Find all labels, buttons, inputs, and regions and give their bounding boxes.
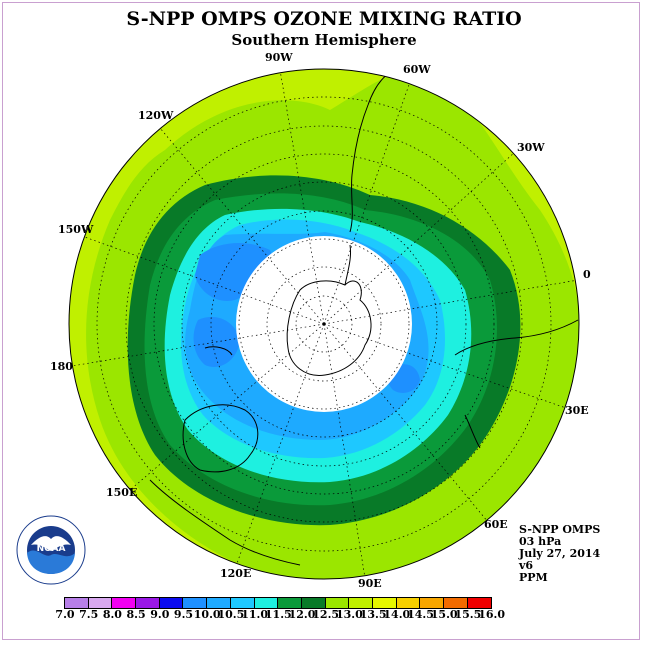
- colorbar-swatch: [183, 598, 208, 608]
- lon-label-30w: 30W: [517, 141, 545, 154]
- colorbar-tick-label: 8.0: [102, 608, 122, 621]
- colorbar-swatch: [396, 598, 421, 608]
- colorbar-swatch: [65, 598, 89, 608]
- colorbar-tick-label: 7.5: [79, 608, 99, 621]
- lon-label-90w: 90W: [265, 51, 293, 64]
- coastlines: [149, 69, 579, 566]
- svg-text:NOAA: NOAA: [37, 544, 66, 554]
- lon-label-30e: 30E: [565, 404, 589, 417]
- colorbar-tick-label: 13.0: [335, 608, 363, 621]
- lon-label-120w: 120W: [138, 109, 174, 122]
- noaa-logo: NOAA: [16, 515, 86, 585]
- colorbar-ticks: 7.0 7.5 8.0 8.5 9.0 9.5 10.0 10.5 11.0 11.5 12.0 12…: [54, 608, 614, 622]
- info-date: July 27, 2014: [519, 547, 601, 560]
- colorbar-tick-label: 14.0: [383, 608, 411, 621]
- latitude-grid: [96, 96, 552, 552]
- colorbar-tick-label: 9.5: [173, 608, 194, 621]
- globe-outline: [68, 68, 580, 580]
- colorbar-swatch: [444, 598, 468, 608]
- colorbar-tick-label: 10.5: [217, 608, 245, 621]
- info-panel: S-NPP OMPS 03 hPa July 27, 2014 v6 PPM: [519, 524, 600, 584]
- colorbar-tick-label: 10.0: [193, 608, 221, 621]
- colorbar-swatch: [325, 598, 350, 608]
- colorbar-swatch: [301, 598, 326, 608]
- south-pole-marker: [322, 322, 326, 326]
- lon-label-60e: 60E: [484, 518, 508, 531]
- colorbar-swatch: [420, 598, 444, 608]
- longitude-grid: [71, 69, 579, 579]
- colorbar-swatch: [349, 598, 373, 608]
- colorbar-tick-label: 11.5: [264, 608, 292, 621]
- map-frame: [2, 2, 640, 640]
- lon-label-150w: 150W: [58, 223, 94, 236]
- colorbar-swatch: [112, 598, 137, 608]
- colorbar-tick-label: 9.0: [150, 608, 170, 621]
- longitude-labels: 90W 60W 30W 0 30E 60E 90E 120E 150E 180 …: [50, 51, 591, 590]
- colorbar-tick-label: 12.5: [312, 608, 340, 621]
- colorbar-tick-label: 8.5: [126, 608, 146, 621]
- info-level: 03 hPa: [519, 535, 562, 548]
- page-title: S-NPP OMPS OZONE MIXING RATIO: [126, 8, 522, 30]
- lon-label-150e: 150E: [106, 486, 137, 499]
- colorbar-swatch: [278, 598, 302, 608]
- colorbar-swatch: [136, 598, 160, 608]
- info-instrument: S-NPP OMPS: [519, 523, 601, 536]
- info-units: PPM: [519, 571, 548, 584]
- colorbar-tick-label: 11.0: [241, 608, 268, 621]
- colorbar-tick-label: 16.0: [478, 608, 505, 621]
- page-subtitle: Southern Hemisphere: [231, 31, 417, 49]
- colorbar-swatch: [88, 598, 113, 608]
- colorbar: [64, 597, 493, 609]
- lon-label-90e: 90E: [358, 577, 382, 590]
- colorbar-swatch: [207, 598, 231, 608]
- lon-label-0: 0: [583, 268, 591, 281]
- colorbar-swatch: [467, 598, 492, 608]
- lon-label-120e: 120E: [220, 567, 251, 580]
- colorbar-tick-label: 7.0: [55, 608, 75, 621]
- colorbar-swatch: [254, 598, 279, 608]
- colorbar-tick-label: 15.0: [430, 608, 458, 621]
- colorbar-tick-label: 15.5: [454, 608, 482, 621]
- info-version: v6: [519, 559, 534, 572]
- colorbar-swatch: [159, 598, 184, 608]
- lon-label-180: 180: [50, 360, 73, 373]
- colorbar-tick-label: 12.0: [288, 608, 316, 621]
- lon-label-60w: 60W: [403, 63, 431, 76]
- colorbar-tick-label: 14.5: [407, 608, 434, 621]
- colorbar-swatch: [230, 598, 255, 608]
- colorbar-swatch: [372, 598, 397, 608]
- colorbar-tick-label: 13.5: [359, 608, 387, 621]
